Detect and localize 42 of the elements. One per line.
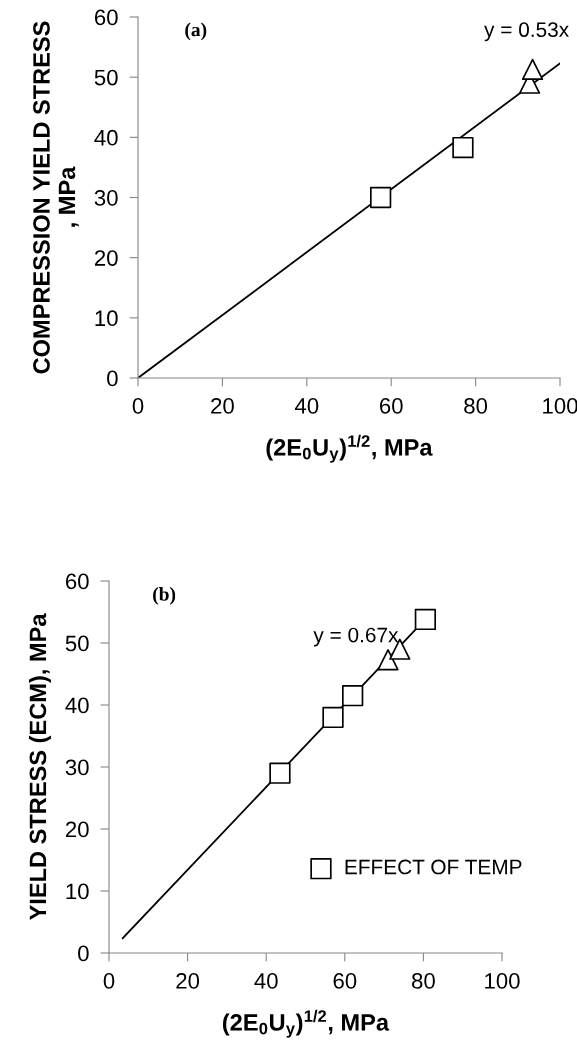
y-tick-label: 10 [66, 883, 89, 900]
point [369, 186, 392, 209]
y-tick-label: 30 [94, 190, 118, 206]
y-tick-label: 20 [65, 821, 89, 838]
x-axis-title: (2E$_{0}$U$_{y}$)$^{1/2}$, MPa [266, 434, 433, 463]
x-tick-label: 40 [254, 973, 278, 989]
y-tick-label: 60 [94, 9, 118, 26]
x-axis-title: (2E$_{0}$U$_{y}$)$^{1/2}$, MPa [222, 1009, 390, 1038]
y-tick-label: 50 [94, 69, 118, 86]
annotation: y = 0.53x [484, 22, 569, 42]
y-tick-label: 40 [65, 697, 89, 714]
y-tick-label: 30 [65, 759, 89, 776]
point [377, 649, 399, 671]
x-tick-label: 60 [333, 973, 357, 989]
y-axis-title: COMPRESSION YIELD STRESS , MPa [33, 21, 79, 374]
point [269, 762, 291, 784]
point [452, 136, 474, 159]
x-tick-label: 80 [464, 398, 488, 414]
x-tick-label: 0 [132, 398, 144, 414]
x-tick-label: 20 [211, 398, 234, 414]
point [322, 706, 344, 729]
x-tick-label: 100 [543, 398, 577, 414]
annotation: (a) [185, 22, 207, 41]
x-tick-label: 40 [294, 398, 319, 414]
annotation: (b) [153, 587, 176, 605]
x-tick-label: 100 [485, 973, 520, 989]
y-tick-label: 40 [94, 129, 118, 146]
y-tick-label: 60 [65, 573, 89, 590]
point [414, 608, 437, 631]
point [521, 58, 544, 81]
point [342, 685, 364, 707]
y-tick-label: 0 [107, 370, 118, 387]
legend-label: EFFECT OF TEMP [345, 859, 522, 875]
y-tick-label: 10 [95, 310, 118, 327]
y-tick-label: 50 [65, 635, 89, 652]
y-axis-title: YIELD STRESS (ECM), MPa [28, 613, 51, 921]
y-tick-label: 20 [94, 250, 118, 266]
x-tick-label: 80 [412, 973, 435, 989]
y-tick-label: 0 [78, 945, 89, 962]
x-tick-label: 20 [176, 973, 200, 989]
annotation: y = 0.67x [313, 627, 399, 647]
x-tick-label: 60 [379, 398, 403, 414]
